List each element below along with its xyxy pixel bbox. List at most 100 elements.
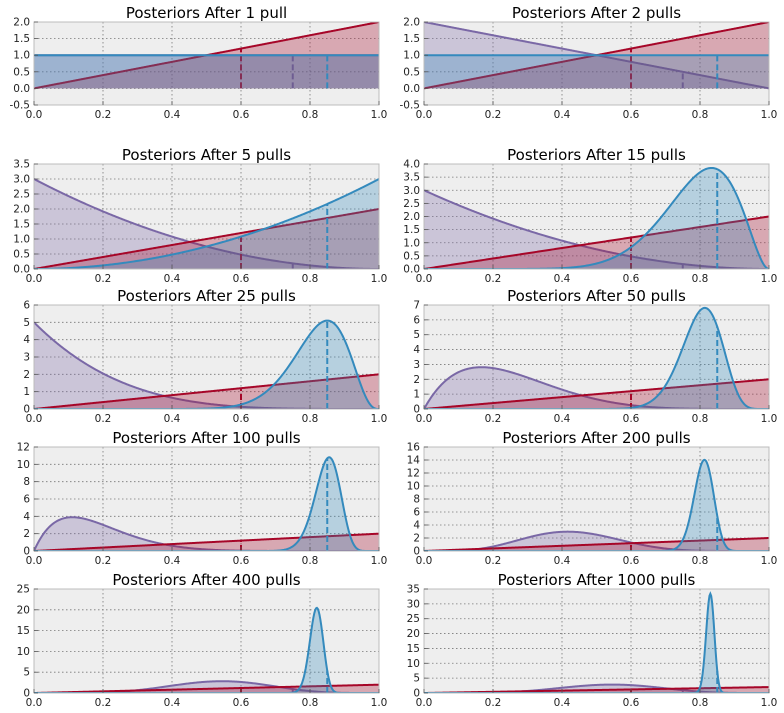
x-tick-label: 0.0 [26, 697, 43, 709]
y-tick-label: 0 [23, 546, 30, 558]
x-tick-label: 0.4 [164, 697, 181, 709]
axes-frame [33, 163, 380, 270]
x-tick-label: 0.0 [416, 413, 433, 425]
y-tick-label: 2.0 [403, 17, 420, 29]
x-tick-label: 1.0 [761, 273, 778, 285]
subplot-title: Posteriors After 50 pulls [507, 287, 686, 305]
x-tick-label: 0.4 [554, 555, 571, 567]
subplot-9: 0.0 0.2 0.4 0.6 0.8 1.0 0 5 10 15 20 25 Posteriors A… [17, 571, 388, 709]
x-tick-label: 0.6 [623, 273, 640, 285]
y-tick-label: 12 [407, 468, 420, 480]
posterior-fill-arm-2 [34, 457, 379, 551]
x-tick-label: 1.0 [761, 413, 778, 425]
y-tick-label: 4 [23, 511, 30, 523]
posterior-line-arm-1 [424, 215, 769, 269]
y-tick-label: 3 [413, 359, 420, 371]
x-tick-label: 0.6 [233, 413, 250, 425]
x-tick-label: 0.0 [26, 273, 43, 285]
posterior-line-arm-2 [424, 458, 769, 551]
y-tick-label: 15 [407, 643, 420, 655]
x-tick-label: 0.0 [26, 413, 43, 425]
x-tick-label: 0.4 [554, 413, 571, 425]
y-tick-label: -0.5 [10, 100, 31, 112]
x-tick-label: 0.6 [233, 273, 250, 285]
y-tick-label: 4 [413, 520, 420, 532]
subplot-title: Posteriors After 5 pulls [122, 146, 291, 164]
y-tick-label: 0.0 [403, 264, 420, 276]
subplot-2: 0.0 0.2 0.4 0.6 0.8 1.0-0.50.00.51.01.52.0Pos… [400, 4, 778, 121]
axes-background [34, 164, 379, 269]
x-tick-label: 0.8 [302, 697, 319, 709]
y-tick-label: 4 [23, 334, 30, 346]
y-tick-label: 8 [23, 476, 30, 488]
y-tick-label: 14 [407, 455, 421, 467]
subplot-10: 0.0 0.2 0.4 0.6 0.8 1.0 0 5 10 15 20 25 30 35 Posterio… [407, 571, 778, 709]
y-tick-label: 5 [23, 317, 30, 329]
y-tick-label: 5 [23, 667, 30, 679]
y-tick-label: 4.0 [403, 159, 420, 171]
posterior-fill-arm-2 [34, 607, 379, 693]
posterior-line-arm-1 [424, 537, 769, 551]
y-tick-label: 10 [17, 459, 30, 471]
x-tick-label: 0.8 [692, 413, 709, 425]
y-tick-label: 0 [413, 546, 420, 558]
x-tick-label: 0.4 [164, 109, 181, 121]
posterior-line-arm-1 [34, 532, 379, 551]
posterior-fill-arm-2 [424, 307, 769, 409]
posterior-line-arm-1 [34, 373, 379, 409]
posterior-line-arm-1 [34, 208, 379, 269]
posterior-fill-arm-2 [424, 459, 769, 551]
x-tick-label: 0.8 [302, 273, 319, 285]
posterior-fill-arm-3 [424, 190, 769, 269]
y-tick-label: 20 [407, 628, 420, 640]
y-tick-label: 0.5 [13, 249, 30, 261]
x-tick-label: 0.4 [164, 555, 181, 567]
y-tick-label: 0.5 [403, 250, 420, 262]
subplot-title: Posteriors After 200 pulls [502, 429, 690, 447]
y-tick-label: 1 [23, 386, 30, 398]
y-tick-label: 12 [17, 442, 30, 454]
x-tick-label: 0.0 [416, 273, 433, 285]
y-tick-label: 1.5 [13, 33, 30, 45]
posterior-line-arm-2 [34, 178, 379, 269]
plot-area [424, 306, 769, 409]
x-tick-label: 0.8 [692, 273, 709, 285]
y-tick-label: 2.0 [403, 211, 420, 223]
y-tick-label: 0 [413, 688, 420, 700]
subplot-7: 0.0 0.2 0.4 0.6 0.8 1.0 0 2 4 6 8 10 12 Posteriors Af… [17, 429, 388, 567]
axes-frame [33, 588, 380, 694]
y-tick-label: 1 [413, 389, 420, 401]
subplot-title: Posteriors After 100 pulls [112, 429, 300, 447]
subplot-title: Posteriors After 1 pull [126, 4, 287, 22]
y-tick-label: 0.5 [13, 66, 30, 78]
y-tick-label: 2 [23, 528, 30, 540]
y-tick-label: 3.0 [403, 185, 420, 197]
axes-frame [423, 21, 770, 106]
y-tick-label: 5 [413, 329, 420, 341]
y-tick-label: 2.5 [13, 189, 30, 201]
axes-frame [423, 304, 770, 410]
plot-area [34, 22, 379, 90]
x-tick-label: 0.0 [26, 555, 43, 567]
x-tick-label: 0.4 [554, 273, 571, 285]
subplot-4: 0.0 0.2 0.4 0.6 0.8 1.00.00.51.01.52.02.53.03… [403, 146, 777, 285]
subplot-3: 0.0 0.2 0.4 0.6 0.8 1.0 0.0 0.5 1.0 1.5 2.0 2.5 3.0 3… [13, 146, 387, 285]
x-tick-label: 0.6 [623, 697, 640, 709]
y-tick-label: 15 [17, 625, 30, 637]
x-tick-label: 0.0 [26, 109, 43, 121]
y-tick-label: 10 [407, 658, 420, 670]
y-tick-label: 6 [413, 507, 420, 519]
axes-background [424, 305, 769, 409]
x-tick-label: 0.6 [233, 555, 250, 567]
x-tick-label: 0.8 [692, 109, 709, 121]
x-tick-label: 1.0 [371, 413, 388, 425]
y-tick-label: 2.0 [13, 17, 30, 29]
y-tick-label: 3.5 [403, 172, 420, 184]
y-tick-label: 30 [407, 598, 420, 610]
x-tick-label: 0.4 [164, 273, 181, 285]
y-tick-label: 2.0 [13, 204, 30, 216]
y-tick-label: 10 [407, 481, 420, 493]
subplot-title: Posteriors After 15 pulls [507, 146, 686, 164]
x-tick-label: 0.2 [485, 273, 502, 285]
axes-background [34, 22, 379, 105]
